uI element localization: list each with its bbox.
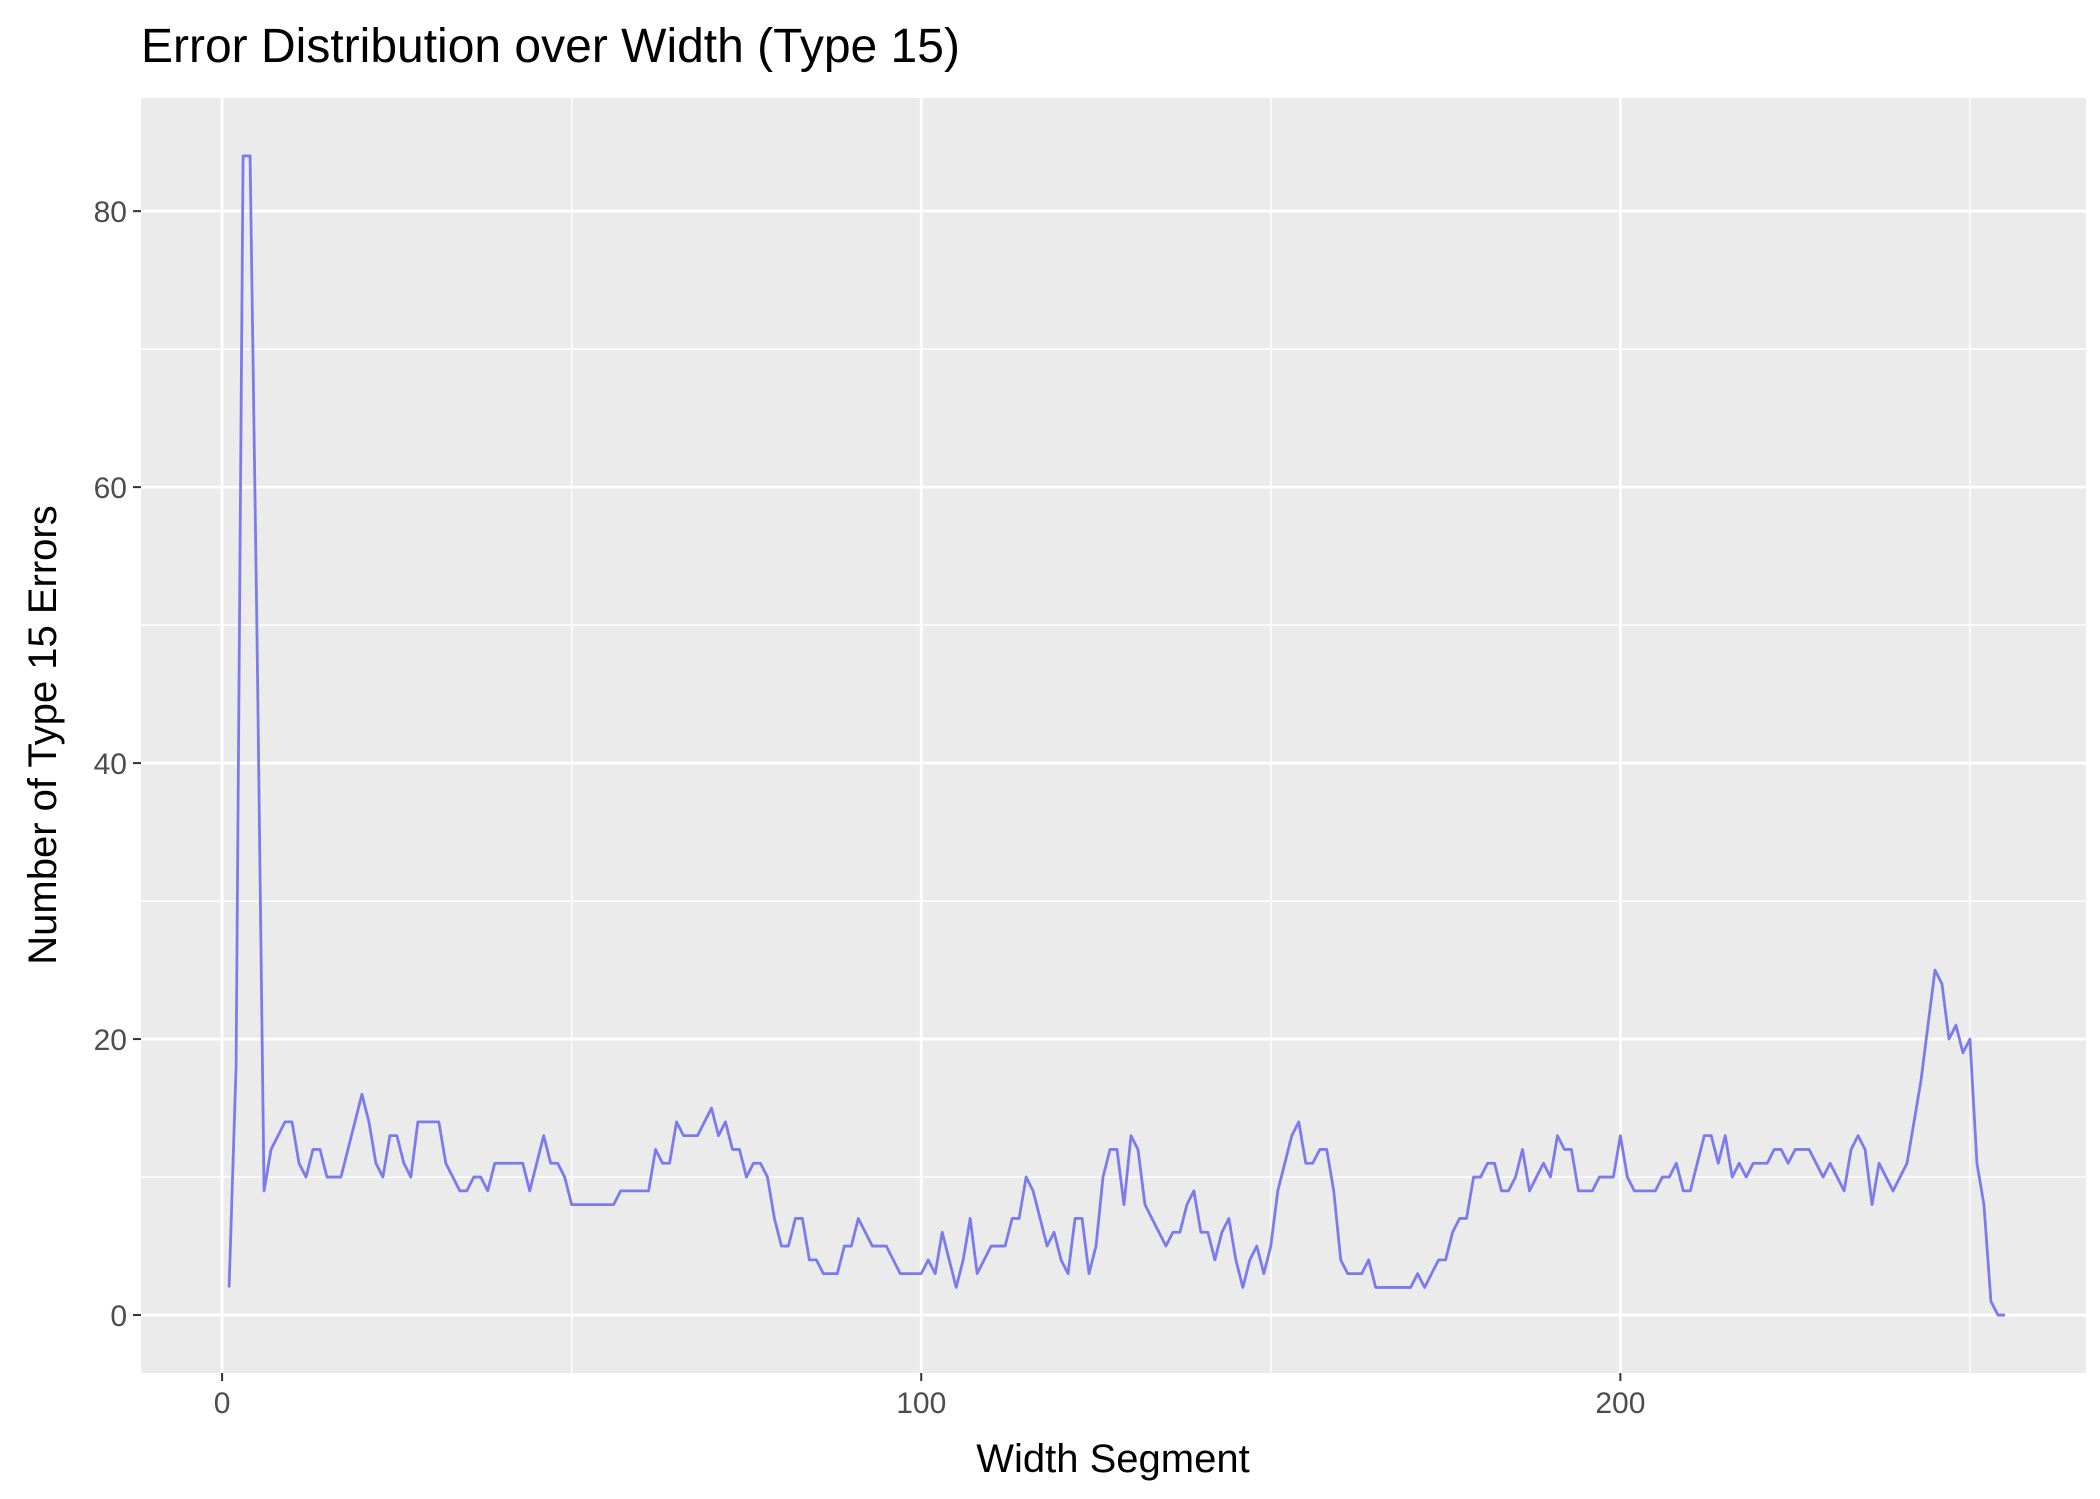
y-tick-label: 0 bbox=[110, 1300, 127, 1333]
y-tick-label: 60 bbox=[94, 472, 127, 505]
series-layer bbox=[227, 154, 2005, 1317]
x-tick-label: 200 bbox=[1595, 1387, 1645, 1420]
y-axis: 0 20 40 60 80 bbox=[94, 196, 141, 1333]
series-line bbox=[227, 154, 2005, 1317]
y-tick-label: 40 bbox=[94, 748, 127, 781]
plot-panel bbox=[141, 98, 2086, 1373]
x-axis-label: Width Segment bbox=[976, 1437, 1249, 1481]
y-axis-label: Number of Type 15 Errors bbox=[21, 505, 65, 964]
chart-title: Error Distribution over Width (Type 15) bbox=[141, 20, 960, 73]
x-tick-label: 0 bbox=[214, 1387, 231, 1420]
minor-gridlines bbox=[141, 98, 2086, 1373]
major-gridlines bbox=[141, 98, 2086, 1373]
x-axis: 0 100 200 bbox=[214, 1373, 1645, 1420]
y-tick-label: 20 bbox=[94, 1024, 127, 1057]
y-tick-label: 80 bbox=[94, 196, 127, 229]
x-tick-label: 100 bbox=[896, 1387, 946, 1420]
